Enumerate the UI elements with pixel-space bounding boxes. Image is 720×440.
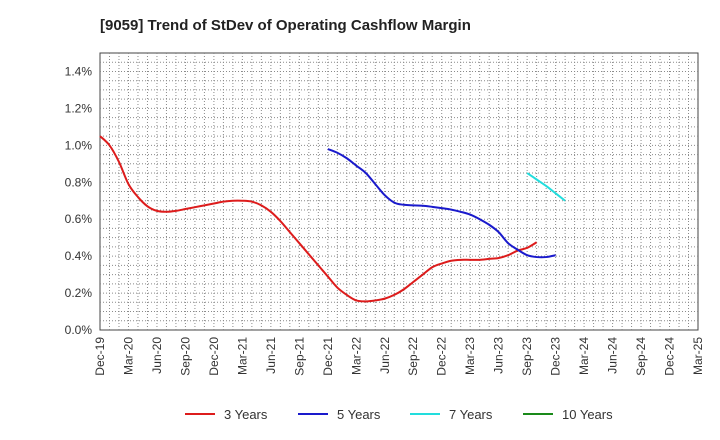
y-tick-label: 1.2% <box>65 101 93 115</box>
x-tick-label: Sep-24 <box>634 337 648 376</box>
legend-item-3-years: 3 Years <box>185 407 268 422</box>
x-tick-label: Dec-23 <box>549 337 563 376</box>
x-tick-label: Dec-24 <box>663 337 677 376</box>
y-tick-label: 0.8% <box>65 175 93 189</box>
legend: 3 Years 5 Years 7 Years 10 Years <box>185 407 613 422</box>
legend-label: 7 Years <box>449 407 493 422</box>
x-tick-label: Mar-23 <box>463 337 477 375</box>
legend-label: 5 Years <box>337 407 381 422</box>
x-tick-label: Sep-21 <box>292 337 306 376</box>
plot-area-border <box>99 52 699 331</box>
x-tick-label: Mar-22 <box>349 337 363 375</box>
y-tick-label: 0.0% <box>65 323 93 337</box>
x-tick-label: Jun-24 <box>606 337 620 374</box>
x-tick-label: Sep-22 <box>406 337 420 376</box>
x-tick-label: Mar-24 <box>577 337 591 375</box>
series-lines <box>99 135 566 303</box>
y-tick-label: 1.0% <box>65 138 93 152</box>
legend-label: 10 Years <box>562 407 613 422</box>
x-tick-label: Jun-20 <box>150 337 164 374</box>
axes: 0.0% 0.2% 0.4% 0.6% 0.8% 1.0% 1.2% 1.4% Dec-19 Ma… <box>65 64 705 375</box>
y-tick-label: 0.2% <box>65 286 93 300</box>
series-line-7-years <box>526 172 566 202</box>
x-tick-label: Jun-21 <box>264 337 278 374</box>
y-tick-label: 0.4% <box>65 249 93 263</box>
grid <box>99 52 699 331</box>
legend-item-7-years: 7 Years <box>410 407 493 422</box>
series-line-3-years <box>99 135 538 303</box>
y-tick-label: 0.6% <box>65 212 93 226</box>
x-tick-label: Mar-21 <box>235 337 249 375</box>
x-tick-label: Dec-19 <box>93 337 107 376</box>
x-tick-label: Dec-21 <box>321 337 335 376</box>
x-tick-label: Jun-22 <box>378 337 392 374</box>
x-tick-label: Jun-23 <box>492 337 506 374</box>
x-tick-label: Mar-20 <box>121 337 135 375</box>
x-tick-label: Dec-20 <box>207 337 221 376</box>
x-tick-label: Mar-25 <box>691 337 705 375</box>
legend-item-5-years: 5 Years <box>298 407 381 422</box>
x-tick-label: Sep-23 <box>520 337 534 376</box>
x-tick-label: Dec-22 <box>435 337 449 376</box>
x-tick-label: Sep-20 <box>178 337 192 376</box>
y-tick-label: 1.4% <box>65 64 93 78</box>
chart-title: [9059] Trend of StDev of Operating Cashf… <box>100 17 471 34</box>
legend-item-10-years: 10 Years <box>523 407 613 422</box>
series-line-5-years <box>327 148 556 259</box>
legend-label: 3 Years <box>224 407 268 422</box>
